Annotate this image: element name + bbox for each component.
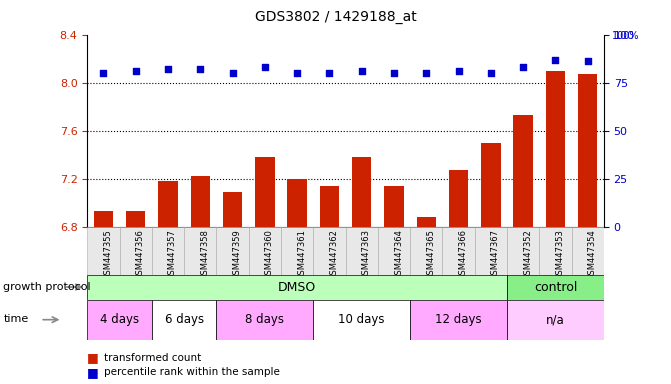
Point	[486, 70, 497, 76]
Bar	[191, 176, 210, 227]
Text: GSM447360: GSM447360	[265, 229, 274, 280]
Text: 100%: 100%	[612, 31, 639, 41]
Bar	[152, 300, 216, 340]
Point	[130, 68, 141, 74]
Point	[421, 70, 431, 76]
Text: GSM447364: GSM447364	[394, 229, 403, 280]
Bar	[539, 227, 572, 275]
Bar	[507, 275, 604, 300]
Text: GDS3802 / 1429188_at: GDS3802 / 1429188_at	[254, 10, 417, 23]
Bar	[158, 181, 178, 227]
Text: GSM447353: GSM447353	[556, 229, 564, 280]
Text: transformed count: transformed count	[104, 353, 201, 363]
Point	[453, 68, 464, 74]
Text: GSM447355: GSM447355	[103, 229, 112, 280]
Bar	[417, 217, 436, 227]
Bar	[449, 170, 468, 227]
Bar	[119, 227, 152, 275]
Text: 12 days: 12 days	[435, 313, 482, 326]
Bar	[287, 179, 307, 227]
Text: control: control	[533, 281, 577, 293]
Text: growth protocol: growth protocol	[3, 282, 91, 292]
Bar	[216, 300, 313, 340]
Text: GSM447361: GSM447361	[297, 229, 306, 280]
Bar	[442, 227, 475, 275]
Bar	[507, 227, 539, 275]
Bar	[352, 157, 372, 227]
Text: GSM447365: GSM447365	[426, 229, 435, 280]
Bar	[255, 157, 274, 227]
Text: 10 days: 10 days	[338, 313, 385, 326]
Bar	[313, 227, 346, 275]
Text: ■: ■	[87, 366, 99, 379]
Bar	[281, 227, 313, 275]
Bar	[475, 227, 507, 275]
Point	[98, 70, 109, 76]
Bar	[184, 227, 216, 275]
Text: 4 days: 4 days	[100, 313, 139, 326]
Text: GSM447357: GSM447357	[168, 229, 177, 280]
Point	[356, 68, 367, 74]
Bar	[384, 186, 404, 227]
Point	[292, 70, 303, 76]
Bar	[481, 142, 501, 227]
Text: n/a: n/a	[546, 313, 565, 326]
Point	[324, 70, 335, 76]
Text: ■: ■	[87, 351, 99, 364]
Point	[227, 70, 238, 76]
Point	[260, 64, 270, 70]
Text: 6 days: 6 days	[164, 313, 204, 326]
Bar	[546, 71, 565, 227]
Point	[550, 56, 561, 63]
Text: GSM447362: GSM447362	[329, 229, 338, 280]
Text: time: time	[3, 314, 29, 324]
Text: GSM447356: GSM447356	[136, 229, 145, 280]
Bar	[152, 227, 184, 275]
Bar	[572, 227, 604, 275]
Point	[389, 70, 399, 76]
Text: GSM447363: GSM447363	[362, 229, 370, 280]
Point	[195, 66, 205, 72]
Bar	[378, 227, 410, 275]
Text: DMSO: DMSO	[278, 281, 316, 293]
Bar	[216, 227, 249, 275]
Text: GSM447352: GSM447352	[523, 229, 532, 280]
Bar	[87, 227, 119, 275]
Bar	[410, 300, 507, 340]
Bar	[94, 211, 113, 227]
Text: GSM447366: GSM447366	[458, 229, 468, 280]
Bar	[513, 115, 533, 227]
Bar	[313, 300, 410, 340]
Text: GSM447367: GSM447367	[491, 229, 500, 280]
Text: GSM447358: GSM447358	[200, 229, 209, 280]
Point	[582, 58, 593, 65]
Bar	[249, 227, 281, 275]
Bar	[223, 192, 242, 227]
Bar	[319, 186, 339, 227]
Text: GSM447354: GSM447354	[588, 229, 597, 280]
Text: percentile rank within the sample: percentile rank within the sample	[104, 367, 280, 377]
Point	[518, 64, 529, 70]
Point	[162, 66, 173, 72]
Bar	[507, 300, 604, 340]
Text: 8 days: 8 days	[246, 313, 285, 326]
Bar	[410, 227, 442, 275]
Bar	[346, 227, 378, 275]
Bar	[87, 275, 507, 300]
Text: GSM447359: GSM447359	[233, 229, 242, 280]
Bar	[126, 211, 146, 227]
Bar	[578, 74, 597, 227]
Bar	[87, 300, 152, 340]
